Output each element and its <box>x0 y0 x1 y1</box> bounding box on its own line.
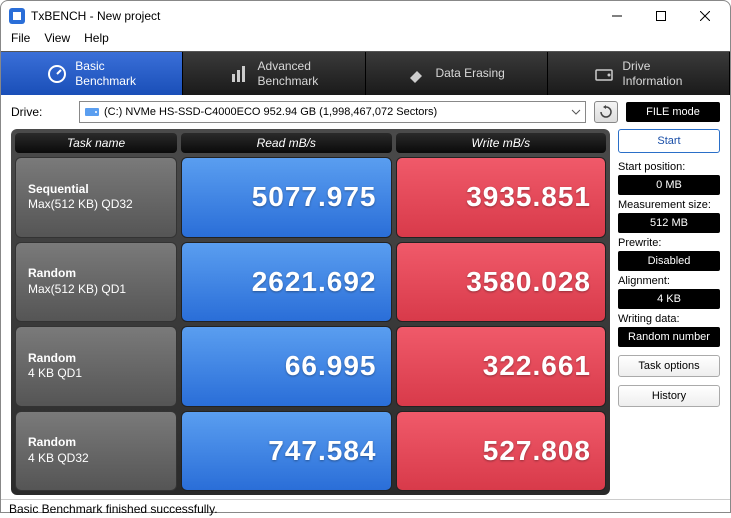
start-position-button[interactable]: 0 MB <box>618 175 720 195</box>
writing-data-button[interactable]: Random number <box>618 327 720 347</box>
close-button[interactable] <box>686 1 730 31</box>
measurement-size-label: Measurement size: <box>618 199 720 211</box>
drive-icon <box>594 64 614 84</box>
start-button[interactable]: Start <box>618 129 720 153</box>
menu-view[interactable]: View <box>44 31 70 51</box>
app-icon <box>9 8 25 24</box>
tab-basic-benchmark[interactable]: Basic Benchmark <box>1 52 183 95</box>
write-value: 3580.028 <box>396 242 607 323</box>
erase-icon <box>407 64 427 84</box>
read-value: 747.584 <box>181 411 392 492</box>
window-title: TxBENCH - New project <box>31 9 598 23</box>
menu-help[interactable]: Help <box>84 31 109 51</box>
task-name: SequentialMax(512 KB) QD32 <box>15 157 177 238</box>
write-value: 322.661 <box>396 326 607 407</box>
tab-label: Data Erasing <box>435 66 504 80</box>
status-bar: Basic Benchmark finished successfully. <box>1 499 730 518</box>
table-row: Random4 KB QD1 66.995 322.661 <box>15 326 606 407</box>
drive-label: Drive: <box>11 105 71 119</box>
disk-icon <box>84 106 100 118</box>
task-name: Random4 KB QD32 <box>15 411 177 492</box>
header-write: Write mB/s <box>396 133 607 153</box>
menu-bar: File View Help <box>1 31 730 51</box>
measurement-size-button[interactable]: 512 MB <box>618 213 720 233</box>
refresh-button[interactable] <box>594 101 618 123</box>
benchmark-table: Task name Read mB/s Write mB/s Sequentia… <box>11 129 610 495</box>
refresh-icon <box>599 105 613 119</box>
task-name: RandomMax(512 KB) QD1 <box>15 242 177 323</box>
tab-label: Drive Information <box>622 59 682 88</box>
drive-selected: (C:) NVMe HS-SSD-C4000ECO 952.94 GB (1,9… <box>104 106 571 118</box>
maximize-button[interactable] <box>642 1 686 31</box>
chevron-down-icon <box>571 107 581 117</box>
gauge-icon <box>47 64 67 84</box>
header-task: Task name <box>15 133 177 153</box>
minimize-button[interactable] <box>598 1 642 31</box>
chart-icon <box>230 64 250 84</box>
prewrite-label: Prewrite: <box>618 237 720 249</box>
file-mode-button[interactable]: FILE mode <box>626 102 720 122</box>
table-row: SequentialMax(512 KB) QD32 5077.975 3935… <box>15 157 606 238</box>
start-position-label: Start position: <box>618 161 720 173</box>
write-value: 527.808 <box>396 411 607 492</box>
alignment-button[interactable]: 4 KB <box>618 289 720 309</box>
read-value: 2621.692 <box>181 242 392 323</box>
read-value: 5077.975 <box>181 157 392 238</box>
header-read: Read mB/s <box>181 133 392 153</box>
task-name: Random4 KB QD1 <box>15 326 177 407</box>
alignment-label: Alignment: <box>618 275 720 287</box>
tab-advanced-benchmark[interactable]: Advanced Benchmark <box>183 52 365 95</box>
tab-data-erasing[interactable]: Data Erasing <box>366 52 548 95</box>
table-row: Random4 KB QD32 747.584 527.808 <box>15 411 606 492</box>
writing-data-label: Writing data: <box>618 313 720 325</box>
read-value: 66.995 <box>181 326 392 407</box>
task-options-button[interactable]: Task options <box>618 355 720 377</box>
prewrite-button[interactable]: Disabled <box>618 251 720 271</box>
write-value: 3935.851 <box>396 157 607 238</box>
tab-drive-information[interactable]: Drive Information <box>548 52 730 95</box>
tab-label: Advanced Benchmark <box>258 59 319 88</box>
tab-label: Basic Benchmark <box>75 59 136 88</box>
menu-file[interactable]: File <box>11 31 30 51</box>
table-row: RandomMax(512 KB) QD1 2621.692 3580.028 <box>15 242 606 323</box>
history-button[interactable]: History <box>618 385 720 407</box>
drive-select[interactable]: (C:) NVMe HS-SSD-C4000ECO 952.94 GB (1,9… <box>79 101 586 123</box>
